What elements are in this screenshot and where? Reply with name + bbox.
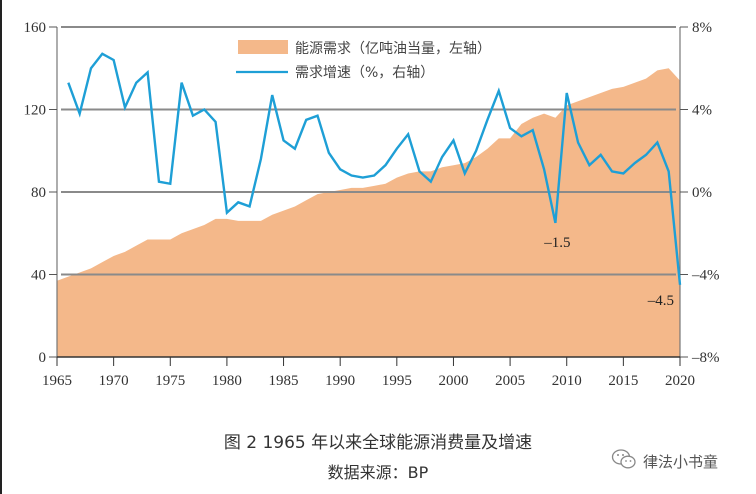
y-right-tick-label: –8% [691, 350, 720, 366]
legend: 能源需求（亿吨油当量，左轴） 需求增速（%，右轴） [236, 40, 491, 81]
x-tick-label: 1965 [42, 373, 72, 389]
y-right-tick-label: 4% [692, 103, 712, 119]
x-tick-label: 2010 [552, 373, 582, 389]
x-tick-label: 1995 [382, 373, 412, 389]
wechat-icon [611, 448, 637, 474]
x-tick-label: 2015 [608, 373, 638, 389]
x-tick-label: 1980 [212, 373, 242, 389]
legend-area-swatch [238, 40, 288, 54]
data-label-2009: –1.5 [543, 235, 570, 251]
y-left-tick-label: 40 [31, 268, 46, 284]
plot-area: 0 40 80 120 160 –8% –4% 0% 4% 8% 1965 1970 1975 1980 1… [24, 20, 720, 389]
x-tick-label: 2005 [495, 373, 525, 389]
x-tick-label: 1990 [325, 373, 355, 389]
image-border [0, 0, 2, 494]
x-tick-label: 1985 [269, 373, 299, 389]
y-left-tick-label: 160 [24, 20, 47, 36]
x-tick-label: 1975 [155, 373, 185, 389]
y-left-tick-label: 120 [24, 103, 47, 119]
watermark-text: 律法小书童 [643, 452, 719, 471]
y-right-tick-label: 8% [692, 20, 712, 36]
watermark: 律法小书童 [611, 448, 718, 474]
legend-line-label: 需求增速（%，右轴） [295, 65, 434, 81]
x-tick-label: 2020 [665, 373, 695, 389]
energy-demand-area [57, 68, 680, 357]
figure-caption: 图 2 1965 年以来全球能源消费量及增速 [223, 433, 533, 453]
y-left-tick-label: 80 [31, 185, 46, 201]
y-right-tick-label: 0% [692, 185, 712, 201]
x-tick-label: 2000 [438, 373, 468, 389]
data-label-2020: –4.5 [647, 293, 674, 309]
y-right-tick-label: –4% [691, 268, 720, 284]
chart: 0 40 80 120 160 –8% –4% 0% 4% 8% 1965 1970 1975 1980 1… [24, 20, 720, 389]
legend-area-label: 能源需求（亿吨油当量，左轴） [295, 41, 491, 57]
data-source: 数据来源：BP [327, 463, 429, 482]
y-left-tick-label: 0 [39, 350, 47, 366]
x-tick-label: 1970 [99, 373, 129, 389]
